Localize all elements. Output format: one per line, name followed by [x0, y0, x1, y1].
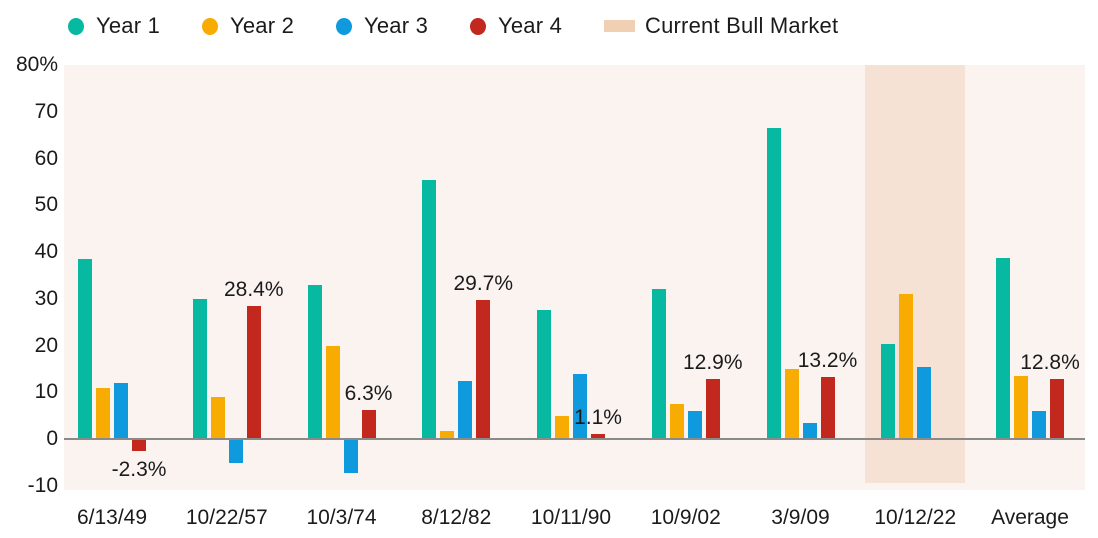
bar-year4-10-3-74	[361, 409, 376, 439]
y-axis-tick-label: 30	[34, 286, 58, 310]
bar-year2-10-22-57	[210, 396, 225, 439]
y-axis-tick-label: 10	[34, 380, 58, 404]
x-axis-label: 10/12/22	[874, 506, 957, 529]
legend-swatch-icon	[604, 20, 635, 32]
legend-dot-icon	[202, 17, 218, 35]
legend-dot-icon	[470, 17, 486, 35]
highlight-band	[865, 65, 966, 483]
bar-year3-8-12-82	[458, 380, 473, 439]
x-axis-label: 10/11/90	[530, 506, 612, 529]
bar-year4-10-22-57	[246, 306, 261, 439]
bar-value-label: -2.3%	[111, 457, 167, 481]
legend-item: Year 1	[68, 13, 160, 39]
bar-year2-10-11-90	[555, 415, 569, 439]
legend-dot-icon	[336, 17, 352, 35]
y-axis-tick-label: 80%	[15, 53, 58, 76]
y-axis-tick-label: -10	[27, 473, 58, 497]
bar-year1-10-9-02	[651, 289, 666, 439]
legend-label: Year 2	[230, 13, 294, 38]
bar-value-label: 6.3%	[344, 381, 393, 405]
bar-year3-10-11-90	[573, 373, 587, 439]
x-axis-label: 10/22/57	[185, 506, 268, 529]
legend-dot-icon	[68, 17, 84, 35]
bar-year4-10-11-90	[591, 433, 605, 439]
y-axis-tick-label: 20	[34, 333, 58, 357]
legend-item: Current Bull Market	[604, 13, 838, 39]
bar-year4-3-9-09	[820, 377, 835, 439]
bar-value-label: 29.7%	[453, 272, 514, 296]
legend-item: Year 2	[202, 13, 294, 39]
bar-year1-8-12-82	[422, 179, 437, 439]
bar-value-label: 1.1%	[574, 405, 622, 429]
legend-item: Year 4	[470, 13, 562, 39]
y-axis-tick-label: 60	[34, 146, 58, 170]
bar-year2-3-9-09	[784, 368, 799, 439]
legend-label: Year 1	[96, 13, 160, 38]
bar-year4-Average	[1050, 379, 1064, 439]
bar-year1-10-11-90	[537, 310, 551, 439]
bar-value-label: 12.8%	[1020, 351, 1080, 375]
bar-year1-10-12-22	[881, 344, 896, 439]
bar-year2-8-12-82	[440, 431, 455, 439]
y-axis-tick-label: 0	[46, 427, 58, 450]
bar-year4-10-9-02	[705, 378, 720, 439]
y-axis-tick-label: 70	[34, 99, 58, 123]
bar-year2-Average	[1014, 375, 1028, 439]
bar-year3-Average	[1032, 410, 1046, 439]
bar-year3-10-9-02	[687, 410, 702, 439]
bar-year2-10-12-22	[899, 294, 914, 439]
x-axis-label: 10/9/02	[650, 506, 721, 529]
chart-legend: Year 1 Year 2 Year 3 Year 4 Current Bull Mar…	[68, 10, 880, 42]
bar-year4-6-13-49	[132, 440, 146, 451]
bar-year3-10-22-57	[228, 440, 243, 464]
legend-label: Year 4	[498, 13, 562, 38]
bar-year1-10-22-57	[192, 298, 207, 439]
bar-year3-10-12-22	[917, 367, 932, 439]
bar-year3-3-9-09	[802, 422, 817, 439]
bar-year3-6-13-49	[114, 382, 128, 439]
legend-item: Year 3	[336, 13, 428, 39]
bar-year1-6-13-49	[78, 259, 92, 439]
bar-year1-Average	[996, 258, 1010, 439]
y-axis-tick-label: 50	[34, 193, 58, 217]
bar-year1-3-9-09	[766, 128, 781, 439]
y-axis-tick-label: 40	[34, 240, 58, 263]
x-axis-label: 3/9/09	[771, 506, 830, 529]
bar-value-label: 12.9%	[682, 350, 743, 374]
bar-year4-8-12-82	[476, 300, 491, 439]
bar-year1-10-3-74	[307, 284, 322, 439]
legend-label: Year 3	[364, 13, 428, 38]
legend-label: Current Bull Market	[645, 13, 839, 38]
zero-axis-line	[64, 438, 1085, 440]
x-axis-label: 10/3/74	[306, 506, 377, 529]
bar-year2-10-9-02	[669, 403, 684, 439]
bar-year2-10-3-74	[325, 345, 340, 439]
bar-year2-6-13-49	[96, 387, 110, 439]
x-axis-label: 6/13/49	[76, 506, 148, 529]
x-axis-label: Average	[991, 506, 1069, 529]
bar-year3-10-3-74	[343, 440, 358, 473]
bar-value-label: 13.2%	[797, 349, 858, 373]
bar-value-label: 28.4%	[223, 278, 284, 302]
x-axis-label: 8/12/82	[421, 506, 492, 529]
